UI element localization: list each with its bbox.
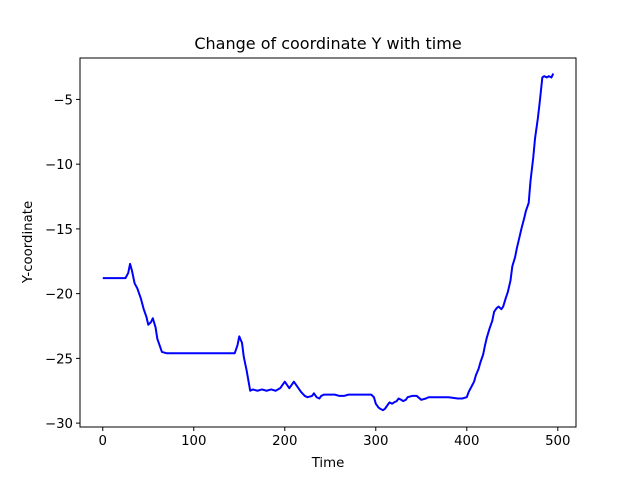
y-tick-label: −20 bbox=[45, 288, 73, 303]
y-tick-label: −15 bbox=[45, 223, 73, 238]
y-tick-label: −30 bbox=[45, 417, 73, 432]
plot-frame bbox=[79, 57, 577, 428]
x-tick-label: 300 bbox=[363, 434, 388, 449]
chart-title: Change of coordinate Y with time bbox=[194, 34, 461, 53]
x-tick-label: 200 bbox=[272, 434, 297, 449]
x-axis-label: Time bbox=[311, 456, 345, 471]
y-tick-label: −5 bbox=[53, 93, 73, 108]
x-tick-label: 500 bbox=[545, 434, 570, 449]
plot-area: 0 100 200 300 400 500 −5 −10 −15 −20 −25 −30 bbox=[45, 57, 577, 449]
y-tick-label: −25 bbox=[45, 352, 73, 367]
y-tick-label: −10 bbox=[45, 158, 73, 173]
x-tick-label: 100 bbox=[181, 434, 206, 449]
series-line-0 bbox=[102, 73, 555, 412]
x-tick-label: 0 bbox=[99, 434, 107, 449]
x-tick-label: 400 bbox=[454, 434, 479, 449]
y-axis-label: Y-coordinate bbox=[21, 201, 36, 284]
